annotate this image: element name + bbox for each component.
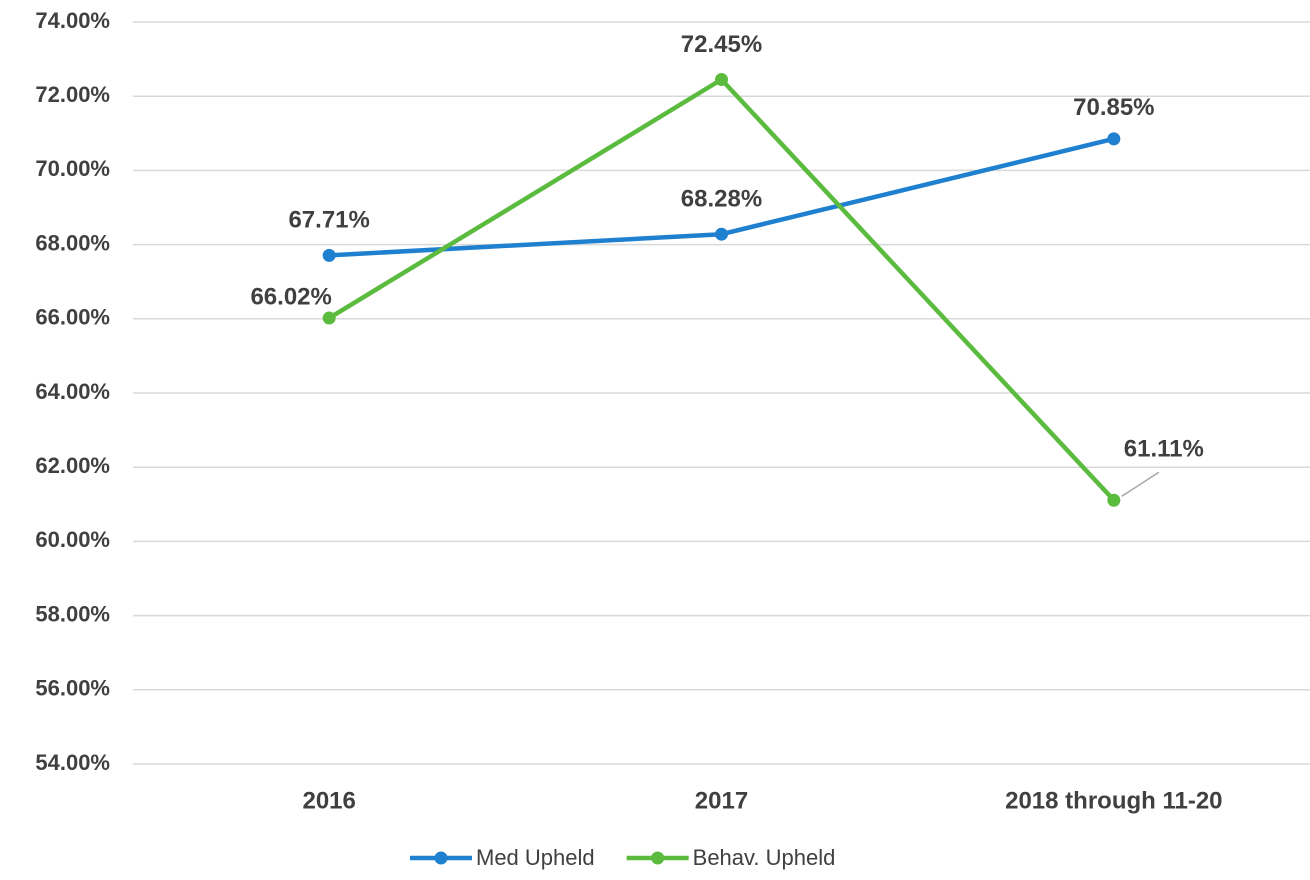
- point: [1107, 493, 1121, 507]
- data-label: 72.45%: [681, 31, 762, 58]
- legend-marker: [434, 851, 448, 865]
- y-tick-label: 58.00%: [35, 601, 110, 626]
- line-series: [327, 77, 1116, 502]
- leader-line: [1121, 471, 1160, 497]
- data-label: 68.28%: [681, 186, 762, 213]
- data-label: 70.85%: [1073, 94, 1154, 121]
- y-tick-label: 66.00%: [35, 305, 110, 330]
- point: [322, 248, 336, 262]
- x-tick-label: 2016: [302, 787, 355, 814]
- legend-label: Behav. Upheld: [693, 845, 836, 870]
- y-tick-label: 68.00%: [35, 230, 110, 255]
- point: [715, 73, 728, 87]
- legend-label: Med Upheld: [476, 845, 595, 870]
- data-label: 66.02%: [250, 283, 331, 310]
- point: [715, 227, 728, 241]
- y-tick-label: 54.00%: [35, 750, 110, 775]
- x-tick-label: 2018 through 11-20: [1005, 787, 1222, 814]
- legend-marker: [651, 851, 665, 865]
- point: [1107, 132, 1121, 146]
- y-tick-label: 72.00%: [35, 82, 110, 107]
- y-tick-label: 62.00%: [35, 453, 110, 478]
- data-label: 67.71%: [288, 207, 369, 234]
- point: [322, 311, 336, 325]
- y-tick-label: 74.00%: [35, 8, 110, 33]
- y-tick-label: 64.00%: [35, 379, 110, 404]
- y-tick-label: 70.00%: [35, 156, 110, 181]
- data-label: 61.11%: [1124, 436, 1204, 463]
- x-tick-label: 2017: [695, 787, 748, 814]
- y-tick-label: 60.00%: [35, 527, 110, 552]
- y-tick-label: 56.00%: [35, 676, 110, 701]
